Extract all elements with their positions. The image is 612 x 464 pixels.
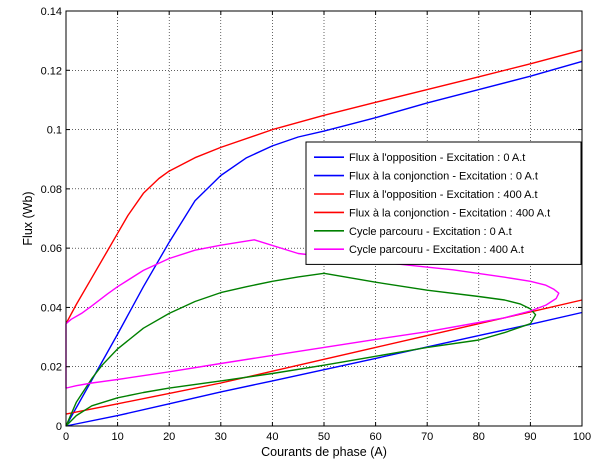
y-tick-label: 0.14: [41, 6, 62, 18]
x-tick-label: 10: [111, 431, 123, 443]
series-line-2: [65, 60, 583, 427]
x-tick-label: 30: [215, 431, 227, 443]
legend-entry: Flux à la conjonction - Excitation : 0 A…: [349, 171, 538, 183]
series-line-6: [65, 239, 560, 389]
legend-entry: Flux à l'opposition - Excitation : 0 A.t: [349, 152, 525, 164]
y-tick-label: 0.08: [41, 184, 62, 196]
x-tick-label: 100: [573, 431, 591, 443]
x-tick-label: 70: [421, 431, 433, 443]
y-tick-label: 0.1: [47, 125, 62, 137]
legend-entry: Cycle parcouru - Excitation : 400 A.t: [349, 244, 524, 256]
x-tick-label: 0: [63, 431, 69, 443]
x-tick-label: 50: [318, 431, 330, 443]
y-tick-label: 0.04: [41, 302, 62, 314]
series-line-5: [65, 272, 537, 427]
x-tick-label: 60: [369, 431, 381, 443]
legend-entry: Flux à la conjonction - Excitation : 400…: [349, 207, 550, 219]
series-lines: [65, 49, 583, 427]
y-axis-label: Flux (Wb): [21, 191, 35, 245]
series-line-1: [65, 311, 583, 427]
x-tick-label: 20: [163, 431, 175, 443]
series-line-4: [65, 49, 583, 325]
legend: Flux à l'opposition - Excitation : 0 A.t…: [305, 141, 582, 265]
legend-box: [305, 141, 582, 265]
x-tick-label: 80: [473, 431, 485, 443]
x-tick-label: 40: [266, 431, 278, 443]
x-axis-label: Courants de phase (A): [261, 445, 387, 459]
axis-ticks: 0 10 20 30 40 50 60 70 80 90 100 0 0.02 0.04 0.06 0.08 0…: [41, 6, 592, 443]
x-tick-label: 90: [524, 431, 536, 443]
y-tick-label: 0.12: [41, 65, 62, 77]
legend-entry: Flux à l'opposition - Excitation : 400 A…: [349, 189, 538, 201]
legend-entry: Cycle parcouru - Excitation : 0 A.t: [349, 226, 512, 238]
y-tick-label: 0.06: [41, 243, 62, 255]
y-tick-label: 0: [56, 421, 62, 433]
y-tick-label: 0.02: [41, 362, 62, 374]
